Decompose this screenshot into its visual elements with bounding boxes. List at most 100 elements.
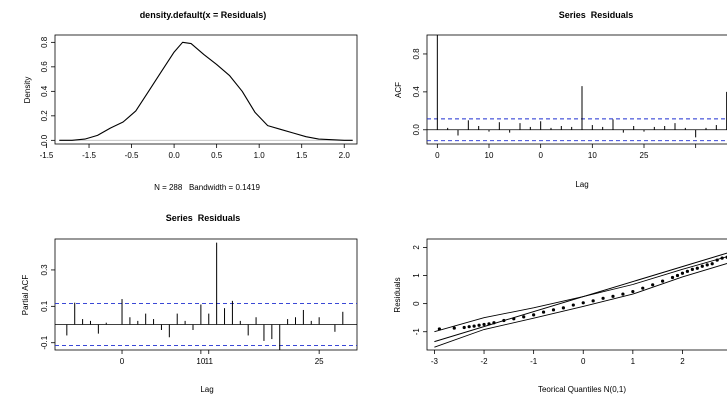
qq-point (472, 324, 476, 328)
density-xlabel: N = 288 Bandwidth = 0.1419 (154, 183, 260, 192)
qq-point (690, 267, 694, 271)
pacf-xtick-label: 0 (120, 357, 125, 366)
acf-ytick-label: 0.4 (412, 86, 421, 98)
qq-point (512, 317, 516, 321)
acf-xlabel: Lag (575, 180, 588, 189)
qq-plot-frame (426, 238, 727, 351)
qq-point (670, 275, 675, 280)
qq-xtick-label: -1 (530, 357, 538, 366)
density-title: density.default(x = Residuals) (140, 10, 267, 20)
acf-xtick-label: 10 (485, 151, 494, 160)
density-xtick-label: 2.0 (339, 151, 351, 160)
qq-ytick-label: 0 (412, 301, 421, 306)
density-ytick-label: 0.0 (40, 134, 49, 146)
qq-ylabel: Residuals (393, 277, 402, 312)
qq-xtick-label: -3 (431, 357, 439, 366)
qq-point (675, 273, 680, 278)
qq-point (661, 279, 665, 283)
pacf-ytick-label: 0.1 (40, 300, 49, 312)
density-xtick-label: -1.5 (40, 151, 54, 160)
qq-point (532, 313, 536, 317)
pacf-xtick-label: 25 (315, 357, 324, 366)
pacf-title: Series Residuals (166, 213, 241, 223)
density-ytick-label: 0.6 (40, 61, 49, 73)
density-xtick-label: 1.5 (296, 151, 308, 160)
pacf-xtick-label: 10 (196, 357, 205, 366)
qq-band-lower (434, 263, 727, 348)
pacf-marks: 0 10 11 25 -0.1 0.1 0.3 (40, 242, 357, 366)
density-xtick-label: -0.5 (125, 151, 139, 160)
acf-xtick-label: 10 (588, 151, 597, 160)
qq-point (591, 299, 595, 303)
qq-xtick-label: 2 (680, 357, 685, 366)
pacf-panel: Series Residuals 0 10 11 25 -0.1 0.1 0.3 Lag P… (21, 213, 358, 394)
qq-point (601, 296, 605, 300)
qq-point (437, 327, 441, 331)
qq-point (705, 263, 709, 267)
pacf-xtick-label: 11 (205, 357, 214, 366)
acf-xtick-label: 25 (640, 151, 649, 160)
qq-point (452, 326, 456, 330)
qq-point (641, 286, 645, 290)
qq-point (522, 315, 526, 319)
pacf-xlabel: Lag (200, 385, 213, 394)
qq-xtick-label: -2 (480, 357, 488, 366)
qq-point (715, 258, 719, 262)
qq-point (551, 308, 556, 312)
qq-point (482, 322, 486, 327)
qq-ytick-label: 2 (412, 245, 421, 250)
qq-point (477, 323, 481, 327)
qq-point (611, 294, 615, 298)
acf-ylabel: ACF (394, 82, 403, 98)
density-xtick-label: 0.5 (211, 151, 223, 160)
density-xtick-label: 1.0 (254, 151, 266, 160)
qq-point (685, 269, 690, 273)
qq-xlabel: Teorical Quantiles N(0,1) (538, 385, 626, 394)
qq-point (487, 322, 491, 326)
qq-point (700, 264, 704, 268)
qq-point (680, 271, 685, 275)
qq-point (502, 318, 506, 323)
density-ytick-label: 0.4 (40, 85, 49, 97)
pacf-ytick-label: 0.3 (40, 264, 49, 276)
density-marks: -1.5 -1.5 -0.5 0.0 0.5 1.0 1.5 2.0 0.0 0.2 0.4 0.6 0… (40, 36, 353, 160)
qq-point (695, 266, 699, 270)
qq-point (651, 283, 655, 287)
density-panel: density.default(x = Residuals) -1.5 -1.5-… (23, 10, 358, 192)
qq-point (467, 325, 471, 329)
density-ytick-label: 0.8 (40, 36, 49, 48)
acf-xtick-label: 0 (538, 151, 543, 160)
acf-panel: Series Residuals 0 10 0 10 25 0.0 0.4 0.8 Lag A… (394, 10, 727, 189)
qq-ytick-label: -1 (412, 328, 421, 336)
density-xtick-label: -1.5 (82, 151, 96, 160)
qq-point (581, 301, 585, 305)
density-plot-frame (54, 34, 358, 145)
qq-point (571, 303, 575, 307)
density-ylabel: Density (23, 77, 32, 104)
qq-point (720, 256, 724, 260)
acf-plot-frame (426, 34, 727, 145)
pacf-ylabel: Partial ACF (21, 275, 30, 316)
acf-xtick-label: 0 (435, 151, 440, 160)
qq-point (621, 292, 625, 296)
density-ytick-label: 0.2 (40, 110, 49, 122)
acf-marks: 0 10 0 10 25 0.0 0.4 0.8 (412, 35, 727, 160)
qq-point (710, 262, 714, 266)
qq-point (462, 325, 466, 330)
qq-xtick-label: 1 (631, 357, 636, 366)
density-xtick-label: 0.0 (169, 151, 181, 160)
qq-ytick-label: 1 (412, 273, 421, 278)
acf-ytick-label: 0.8 (412, 48, 421, 60)
pacf-plot-frame (54, 238, 358, 351)
qq-reference-line (434, 252, 727, 343)
qq-point (561, 306, 566, 310)
qq-point (631, 289, 635, 294)
qq-point (541, 310, 546, 314)
pacf-ytick-label: -0.1 (40, 335, 49, 349)
acf-title: Series Residuals (559, 10, 634, 20)
density-curve (59, 41, 353, 141)
acf-ytick-label: 0.0 (412, 124, 421, 136)
